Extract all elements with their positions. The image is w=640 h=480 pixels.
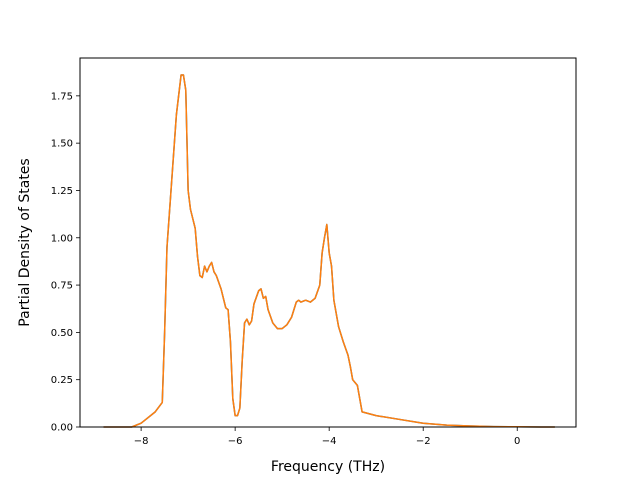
y-tick-label: 1.00 (51, 233, 73, 244)
y-tick-label: 1.25 (51, 186, 73, 197)
x-tick-label: 0 (514, 436, 520, 447)
x-tick-label: −2 (416, 436, 431, 447)
series-layer (103, 74, 555, 428)
x-axis-label: Frequency (THz) (271, 459, 385, 475)
y-tick-label: 0.50 (51, 328, 73, 339)
plot-frame (79, 57, 577, 428)
y-axis-label: Partial Density of States (17, 158, 33, 326)
y-tick-label: 0.25 (51, 375, 73, 386)
y-tick-label: 1.75 (51, 91, 73, 102)
series-line-2 (103, 74, 555, 428)
x-tick-label: −6 (228, 436, 243, 447)
y-tick-label: 1.50 (51, 139, 73, 150)
y-tick-label: 0.75 (51, 281, 73, 292)
x-tick-label: −8 (134, 436, 149, 447)
y-axis-ticks: 0.00 0.25 0.50 0.75 1.00 1.25 1.50 1.75 (51, 91, 80, 434)
y-tick-label: 0.00 (51, 423, 73, 434)
x-axis-ticks: −8 −6 −4 −2 0 (134, 427, 520, 447)
x-tick-label: −4 (322, 436, 337, 447)
